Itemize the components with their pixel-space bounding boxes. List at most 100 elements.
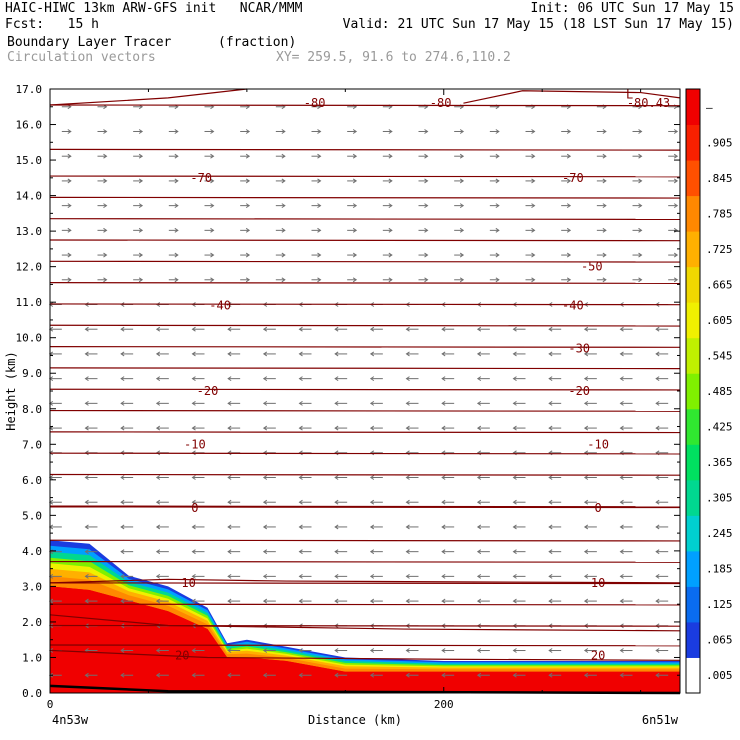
circulation-vector-head xyxy=(495,203,500,209)
colorbar-segment xyxy=(686,337,700,374)
circulation-vector-head xyxy=(459,277,465,283)
circulation-vector-head xyxy=(476,672,482,678)
colorbar-label: .665 xyxy=(706,278,733,291)
circulation-vector-head xyxy=(673,178,679,184)
contour-label: 10 xyxy=(181,576,195,590)
circulation-vector-head xyxy=(673,227,679,233)
circulation-vector-head xyxy=(191,672,196,678)
circulation-vector-head xyxy=(655,648,660,653)
circulation-vector-head xyxy=(120,672,125,678)
y-tick-label: 0.0 xyxy=(22,687,42,700)
circulation-vector-head xyxy=(441,573,446,579)
circulation-vector-head xyxy=(655,573,660,579)
circulation-vector-head xyxy=(103,227,108,233)
circulation-vector-head xyxy=(369,648,375,653)
circulation-vector-head xyxy=(619,573,624,579)
circulation-vector-head xyxy=(495,252,500,258)
circulation-vector-head xyxy=(531,203,536,209)
contour-label: -80 xyxy=(304,96,326,110)
circulation-vector-head xyxy=(369,598,375,604)
circulation-vector-head xyxy=(191,351,196,357)
circulation-vector-head xyxy=(120,475,125,480)
circulation-vector-head xyxy=(281,203,286,209)
isotherm-line xyxy=(49,649,681,661)
circulation-vector-head xyxy=(638,227,643,233)
circulation-vector-head xyxy=(84,425,89,431)
circulation-vector-head xyxy=(317,252,322,258)
circulation-vector-head xyxy=(369,573,375,579)
circulation-vector-head xyxy=(103,252,108,258)
isotherm-line xyxy=(49,473,681,476)
circulation-vector-head xyxy=(298,475,303,480)
circulation-vector-head xyxy=(334,573,339,579)
y-tick-label: 7.0 xyxy=(22,438,42,451)
circulation-vector-head xyxy=(227,598,232,604)
isotherm-line xyxy=(49,196,681,199)
colorbar-label: .425 xyxy=(706,421,733,434)
circulation-vector-head xyxy=(638,252,643,258)
circulation-vector-head xyxy=(262,648,268,653)
circulation-vector-head xyxy=(262,376,268,382)
circulation-vector-head xyxy=(638,203,643,209)
circulation-vector-head xyxy=(210,227,215,233)
circulation-vector-head xyxy=(459,203,465,209)
circulation-vector-head xyxy=(352,252,358,258)
circulation-vector-head xyxy=(281,153,286,159)
colorbar-label: .365 xyxy=(706,456,733,469)
colorbar-label: .005 xyxy=(706,669,733,682)
colorbar-label: .245 xyxy=(706,527,733,540)
circulation-vector-head xyxy=(227,648,232,653)
circulation-vector-head xyxy=(441,598,446,604)
circulation-vector-head xyxy=(655,400,660,406)
y-tick-label: 12.0 xyxy=(16,261,43,274)
circulation-vector-head xyxy=(405,648,410,653)
y-tick-label: 1.0 xyxy=(22,651,42,664)
circulation-vector-head xyxy=(138,153,144,159)
circulation-vector-head xyxy=(548,400,553,406)
tracer-core xyxy=(50,586,680,693)
circulation-vector-head xyxy=(191,598,196,604)
isotherm-line xyxy=(49,239,681,242)
circulation-vector-head xyxy=(583,376,589,382)
circulation-vector-head xyxy=(405,499,410,505)
circulation-vector-head xyxy=(67,227,72,233)
circulation-vector-head xyxy=(262,450,268,456)
circulation-vector-head xyxy=(298,573,303,579)
isotherm-line xyxy=(49,345,681,348)
circulation-vector-head xyxy=(405,425,410,431)
circulation-vector-head xyxy=(67,178,72,184)
y-tick-label: 9.0 xyxy=(22,367,42,380)
circulation-vector-head xyxy=(227,475,232,480)
circulation-vector-head xyxy=(619,499,624,505)
isotherm-line xyxy=(49,218,681,220)
y-axis-label: Height (km) xyxy=(4,351,18,430)
circulation-vector-head xyxy=(155,400,161,406)
circulation-vector-head xyxy=(619,326,624,332)
colorbar-label: – xyxy=(706,101,713,114)
circulation-vector-head xyxy=(298,499,303,505)
circulation-vector-head xyxy=(84,351,89,357)
circulation-vector-head xyxy=(602,203,607,209)
circulation-vector-head xyxy=(191,425,196,431)
y-tick-label: 17.0 xyxy=(16,83,43,96)
circulation-vector-head xyxy=(476,549,482,555)
circulation-vector-head xyxy=(334,524,339,530)
circulation-vector-head xyxy=(174,252,179,258)
circulation-vector-head xyxy=(424,277,429,283)
circulation-vector-head xyxy=(103,178,108,184)
circulation-vector-head xyxy=(476,326,482,332)
circulation-vector-head xyxy=(262,499,268,505)
circulation-vector-head xyxy=(103,153,108,159)
circulation-vector-head xyxy=(369,499,375,505)
circulation-vector-head xyxy=(369,524,375,530)
circulation-vector-head xyxy=(424,129,429,134)
circulation-vector-head xyxy=(512,376,517,382)
circulation-vector-head xyxy=(262,573,268,579)
circulation-vector-head xyxy=(298,598,303,604)
circulation-vector-head xyxy=(405,376,410,382)
circulation-vector-head xyxy=(441,499,446,505)
circulation-vector-head xyxy=(548,351,553,357)
isotherm-line xyxy=(49,578,681,584)
circulation-vector-head xyxy=(441,376,446,382)
circulation-vector-head xyxy=(673,153,679,159)
